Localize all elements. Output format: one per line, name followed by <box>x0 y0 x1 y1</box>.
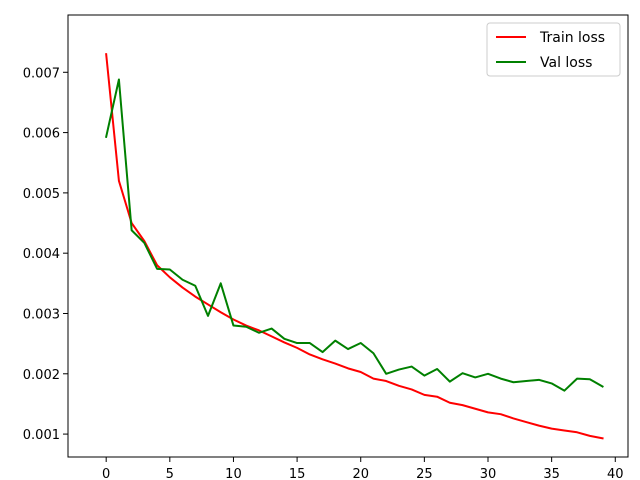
series-layer <box>104 53 604 440</box>
x-tick-label: 25 <box>416 467 433 480</box>
x-tick-label: 10 <box>225 467 242 480</box>
y-tick-label: 0.007 <box>23 66 60 81</box>
x-tick-label: 5 <box>166 467 174 480</box>
x-tick-label: 0 <box>102 467 110 480</box>
x-axis: 0 5 10 15 20 25 30 35 40 <box>102 457 624 480</box>
y-tick-label: 0.003 <box>23 307 60 322</box>
legend: Train loss Val loss <box>486 22 621 77</box>
y-tick-label: 0.001 <box>23 428 60 443</box>
series-line-val-loss <box>104 78 604 392</box>
series-line-train-loss <box>105 53 604 440</box>
x-tick-label: 30 <box>480 467 497 480</box>
x-tick-label: 35 <box>543 467 560 480</box>
x-tick-label: 15 <box>289 467 306 480</box>
y-axis: 0.001 0.002 0.003 0.004 0.005 0.006 0.007 <box>23 66 68 443</box>
y-tick-label: 0.004 <box>23 247 60 262</box>
plot-frame <box>67 14 629 458</box>
x-tick-label: 40 <box>607 467 624 480</box>
legend-label-train-loss: Train loss <box>539 30 605 46</box>
legend-label-val-loss: Val loss <box>540 55 592 71</box>
y-tick-label: 0.002 <box>23 368 60 383</box>
y-tick-label: 0.006 <box>23 127 60 142</box>
y-tick-label: 0.005 <box>23 187 60 202</box>
x-tick-label: 20 <box>352 467 369 480</box>
